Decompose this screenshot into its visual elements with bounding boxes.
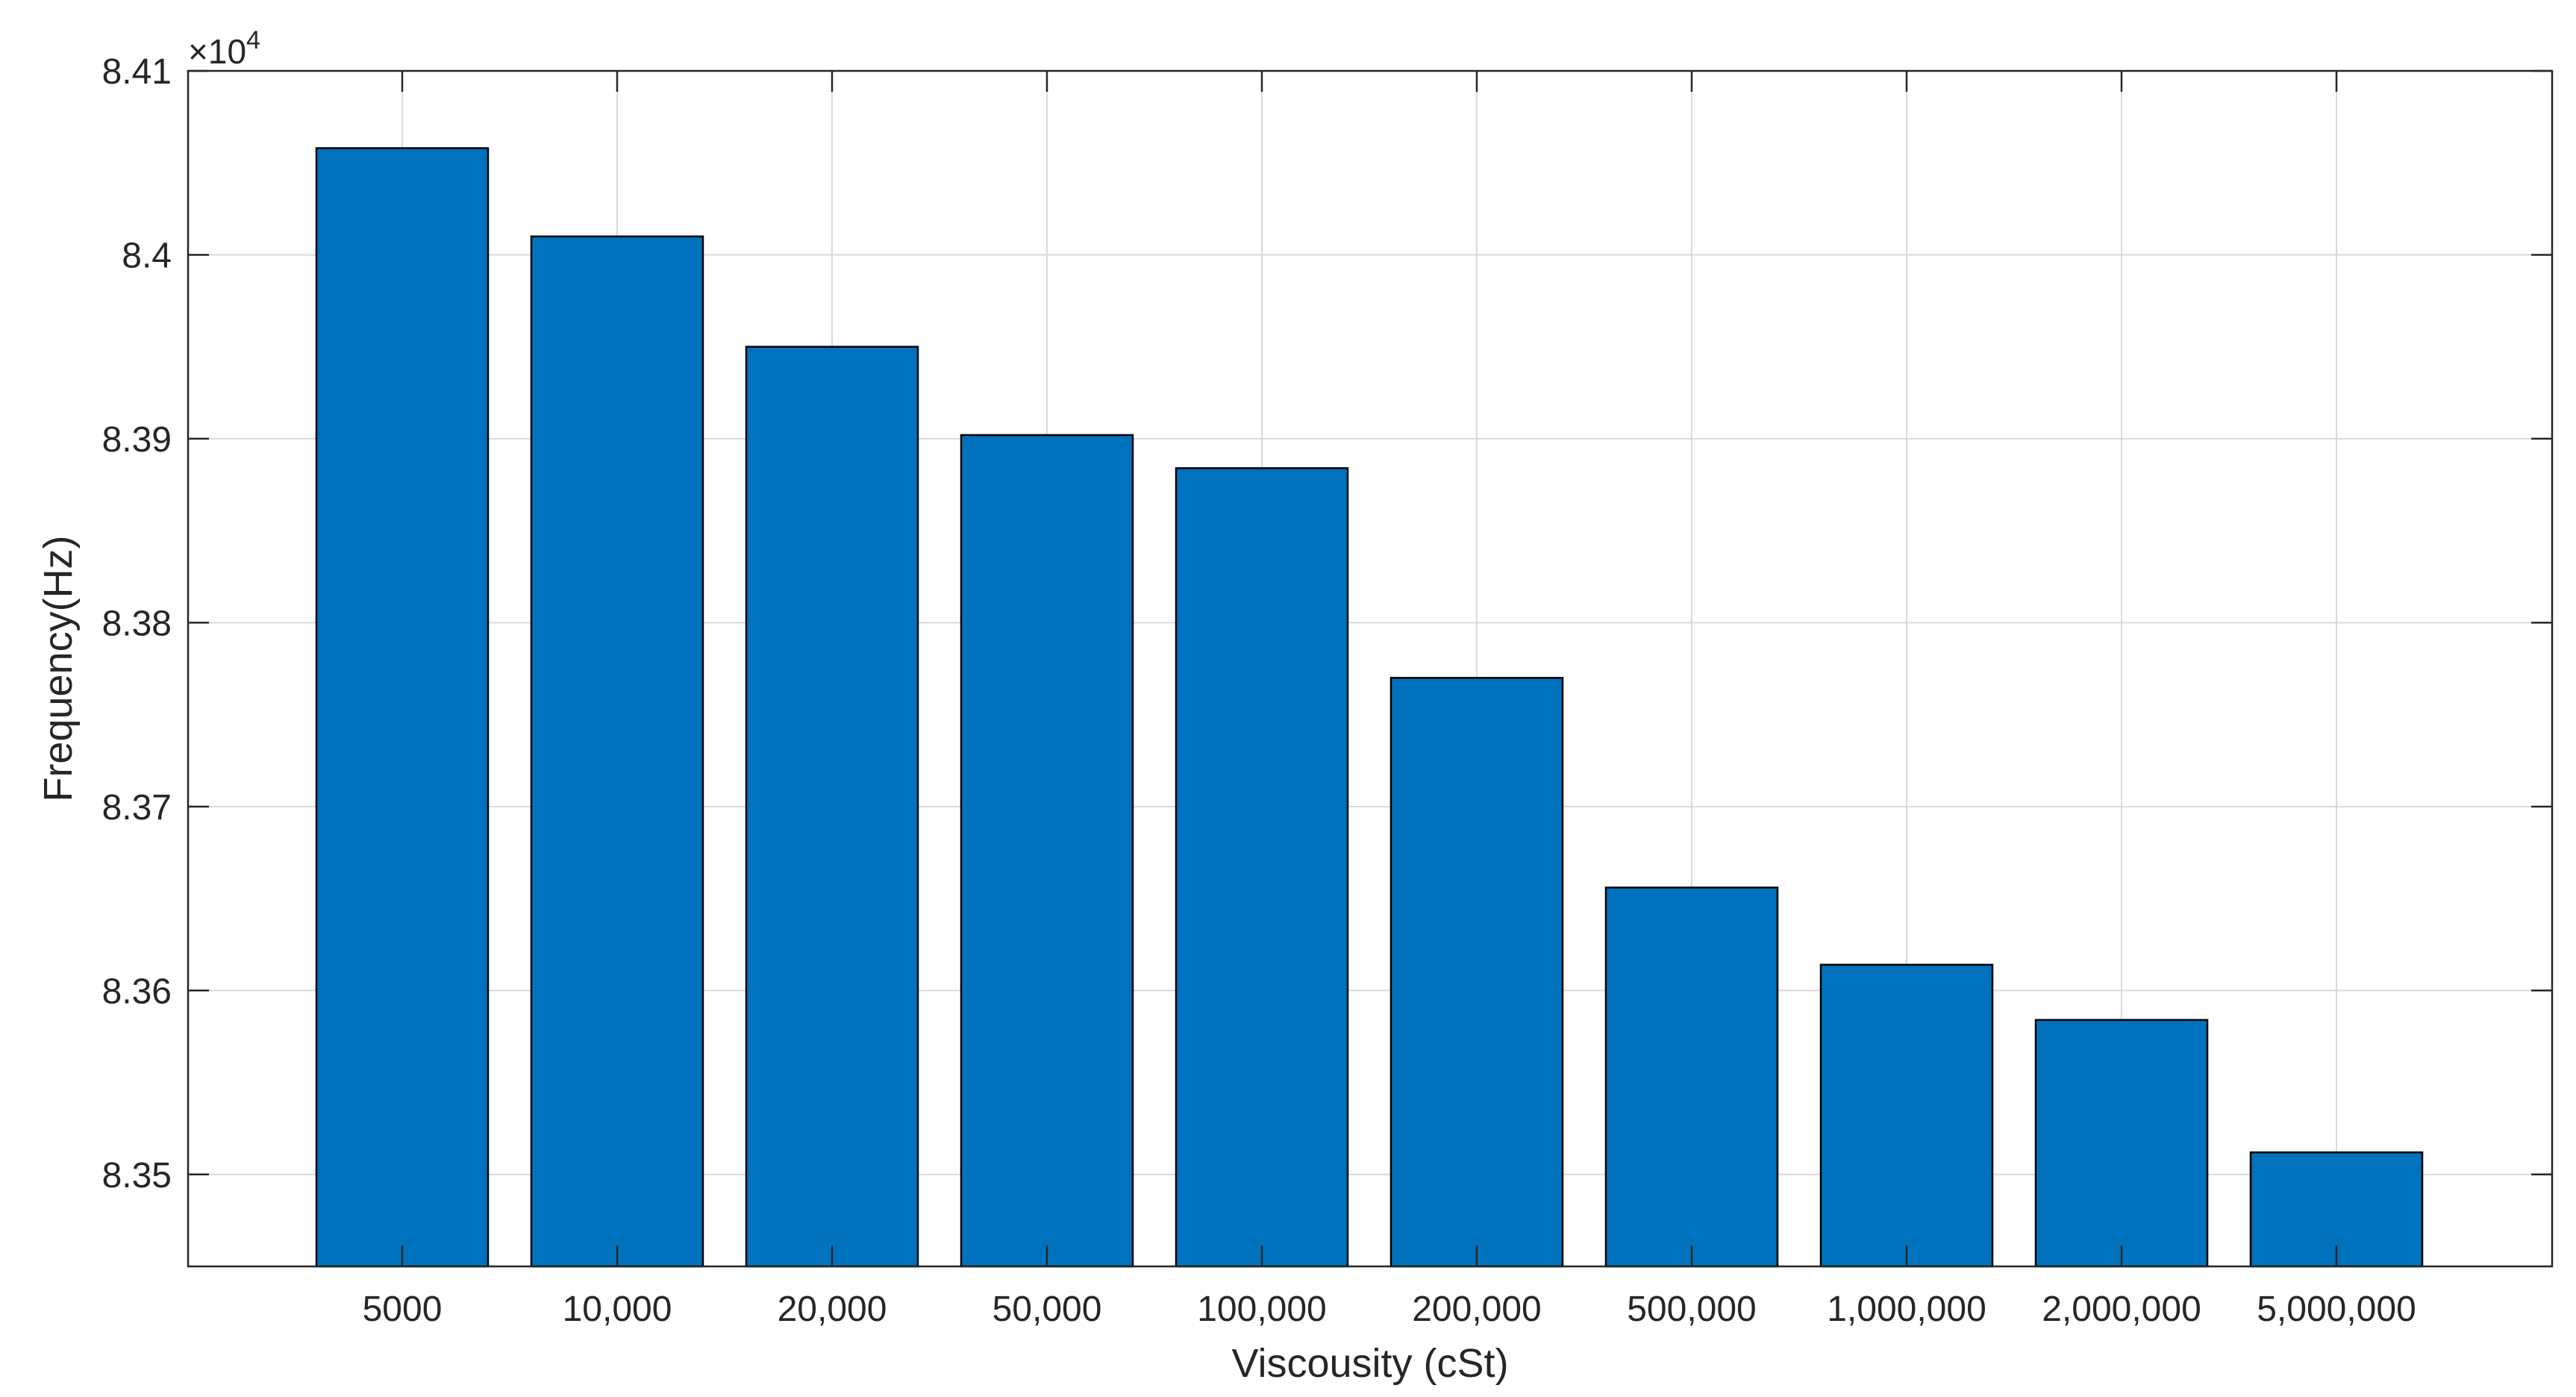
labels: 8.35 8.36 8.37 8.38 8.39 8.4 8.41 5000 10,000 20,… [36, 26, 2416, 1386]
bar-10000 [530, 235, 704, 1268]
y-tick-label: 8.38 [102, 604, 172, 643]
y-tick-label: 8.35 [102, 1156, 172, 1196]
y-tick-label: 8.37 [102, 788, 172, 828]
x-tick-label: 20,000 [778, 1290, 887, 1329]
x-tick-label: 5000 [363, 1290, 443, 1329]
bar-100000 [1175, 467, 1349, 1268]
axes [187, 69, 2554, 1268]
x-tick-label: 2,000,000 [2042, 1290, 2201, 1329]
x-tick-label: 50,000 [992, 1290, 1102, 1329]
y-axis-label: Frequency(Hz) [36, 535, 81, 801]
bar-20000 [745, 346, 919, 1268]
x-tick-label: 5,000,000 [2257, 1290, 2416, 1329]
x-tick-label: 100,000 [1197, 1290, 1327, 1329]
bar-50000 [960, 434, 1134, 1268]
x-tick-label: 10,000 [563, 1290, 672, 1329]
bar-500000 [1604, 887, 1779, 1268]
x-tick-label: 500,000 [1627, 1290, 1757, 1329]
bar-5000 [315, 147, 490, 1268]
axes-box [187, 69, 2554, 1268]
bar-2000000 [2034, 1019, 2209, 1268]
bar-200000 [1389, 677, 1564, 1268]
y-tick-label: 8.39 [102, 420, 172, 460]
y-tick-label: 8.4 [122, 236, 172, 275]
bar-1000000 [1819, 963, 1994, 1268]
y-exponent-label: ×104 [188, 26, 260, 71]
y-tick-label: 8.41 [102, 52, 172, 92]
y-tick-label: 8.36 [102, 972, 172, 1011]
x-tick-label: 1,000,000 [1827, 1290, 1986, 1329]
x-axis-label: Viscousity (cSt) [1231, 1341, 1508, 1386]
bars [315, 147, 2424, 1268]
x-tick-label: 200,000 [1412, 1290, 1542, 1329]
